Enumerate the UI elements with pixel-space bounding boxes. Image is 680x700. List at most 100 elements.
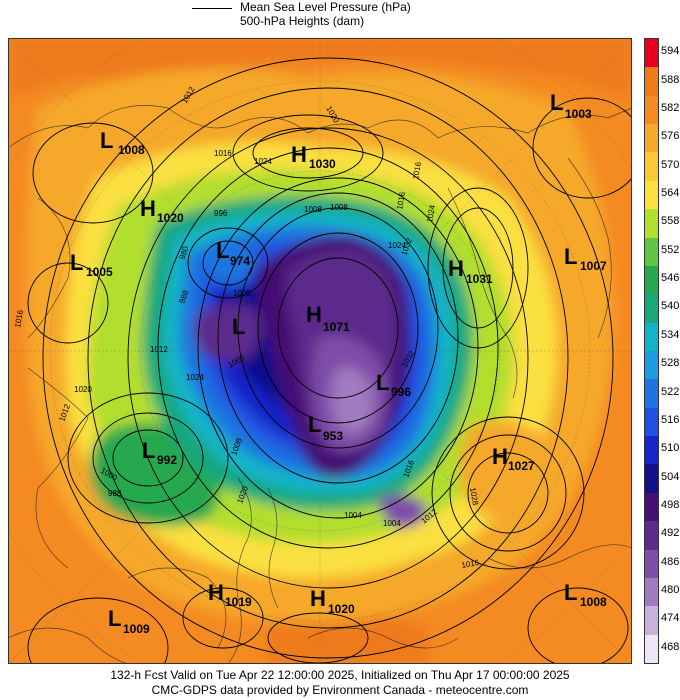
colorbar-tick-label: 582	[661, 101, 680, 114]
contour-label: 1024	[254, 157, 272, 166]
colorbar-tick-label: 486	[661, 555, 680, 568]
svg-text:L: L	[100, 128, 113, 153]
contour-label: 988	[108, 489, 122, 498]
svg-text:974: 974	[230, 254, 250, 268]
svg-text:1009: 1009	[123, 622, 150, 636]
contour-label: 980	[177, 245, 190, 261]
contour-label: 1016	[461, 558, 481, 570]
weather-map: 1012 1020 1016 1024 1016 1024 996 1008 1…	[8, 38, 632, 664]
colorbar-segment	[645, 67, 658, 97]
svg-text:L: L	[70, 250, 83, 275]
pressure-legend-label: Mean Sea Level Pressure (hPa)	[240, 0, 411, 14]
svg-text:L: L	[108, 606, 121, 631]
colorbar-segment	[645, 379, 658, 409]
colorbar-segment	[645, 39, 658, 68]
colorbar-tick-label: 534	[661, 328, 680, 341]
svg-text:L: L	[376, 370, 389, 395]
contour-label: 1016	[13, 309, 25, 329]
colorbar-tick-label: 492	[661, 527, 680, 540]
data-credit-text: CMC-GDPS data provided by Environment Ca…	[151, 683, 529, 697]
colorbar-segment	[645, 606, 658, 636]
colorbar-segment	[645, 322, 658, 352]
forecast-valid-text: 132-h Fcst Valid on Tue Apr 22 12:00:00 …	[110, 668, 570, 682]
svg-text:H: H	[310, 586, 326, 611]
svg-text:H: H	[140, 196, 156, 221]
contour-label: 1016	[411, 161, 423, 181]
svg-text:1008: 1008	[580, 595, 607, 609]
colorbar-segment	[645, 436, 658, 465]
high-pressure-center: H 1019	[208, 580, 252, 609]
colorbar-segment	[645, 180, 658, 210]
high-pressure-center: H 1020	[140, 196, 184, 225]
colorbar-segment	[645, 464, 658, 494]
colorbar-segment	[645, 492, 658, 522]
colorbar-segment	[645, 351, 658, 380]
colorbar-tick-label: 564	[661, 187, 680, 199]
svg-text:H: H	[306, 302, 322, 327]
colorbar-tick-label: 504	[661, 470, 680, 483]
contour-label: 1028	[468, 487, 480, 507]
coastlines	[8, 105, 632, 664]
low-pressure-center: L 1007	[564, 244, 607, 273]
low-pressure-center: L 1003	[550, 90, 592, 121]
colorbar-segment	[645, 124, 658, 153]
svg-text:1071: 1071	[323, 320, 350, 334]
contour-label: 1008	[304, 205, 322, 214]
colorbar-segment	[645, 237, 658, 267]
svg-text:H: H	[492, 444, 508, 469]
colorbar-tick-label: 594	[661, 45, 680, 58]
contour-label: 1012	[150, 345, 168, 354]
svg-text:1003: 1003	[565, 107, 592, 121]
svg-text:H: H	[291, 142, 307, 167]
colorbar-segment	[645, 634, 658, 664]
svg-text:L: L	[232, 314, 245, 339]
svg-text:1008: 1008	[118, 143, 145, 157]
colorbar-tick-label: 468	[661, 640, 680, 653]
svg-text:992: 992	[157, 453, 177, 467]
colorbar-tick-label: 474	[661, 612, 680, 625]
graticule	[8, 38, 632, 664]
svg-text:1019: 1019	[225, 595, 252, 609]
low-pressure-center: L 953	[308, 412, 343, 443]
svg-text:L: L	[564, 580, 577, 605]
colorbar-tick-label: 570	[661, 158, 680, 171]
svg-text:996: 996	[391, 385, 411, 399]
low-pressure-center: L 1008	[564, 580, 607, 609]
svg-text:L: L	[550, 90, 563, 115]
colorbar-tick-label: 540	[661, 300, 680, 313]
colorbar-tick-label: 522	[661, 385, 680, 398]
contour-label: 1000	[233, 289, 251, 298]
colorbar-tick-label: 588	[661, 73, 680, 86]
low-pressure-center: L 996	[376, 370, 411, 399]
colorbar-segment	[645, 521, 658, 551]
svg-text:H: H	[208, 580, 224, 605]
high-pressure-center: H 1020	[310, 586, 355, 616]
low-pressure-center: L 974	[216, 238, 250, 268]
low-pressure-center: L	[232, 314, 245, 339]
colorbar-segment	[645, 152, 658, 182]
colorbar-segment	[645, 577, 658, 607]
svg-text:L: L	[142, 438, 155, 463]
colorbar-segment	[645, 209, 658, 239]
svg-text:1020: 1020	[328, 602, 355, 616]
colorbar-segment	[645, 549, 658, 579]
contour-label: 1004	[344, 511, 362, 520]
svg-text:953: 953	[323, 429, 343, 443]
contour-label: 1020	[74, 385, 92, 394]
map-footer: 132-h Fcst Valid on Tue Apr 22 12:00:00 …	[0, 668, 680, 698]
colorbar-tick-label: 552	[661, 243, 680, 256]
high-pressure-center: H 1027	[492, 444, 535, 473]
svg-text:1020: 1020	[157, 211, 184, 225]
svg-text:1027: 1027	[508, 459, 535, 473]
svg-text:L: L	[216, 238, 229, 263]
svg-text:1005: 1005	[86, 265, 113, 279]
colorbar-segment	[645, 265, 658, 295]
height-colorbar	[644, 38, 659, 664]
svg-text:1007: 1007	[580, 259, 607, 273]
pressure-line-swatch	[192, 8, 232, 9]
contour-label: 1008	[330, 203, 348, 212]
heights-legend-label: 500-hPa Heights (dam)	[240, 14, 365, 28]
svg-text:L: L	[308, 412, 321, 437]
low-pressure-center: L 1005	[70, 250, 113, 279]
high-pressure-center: H 1030	[291, 142, 336, 171]
